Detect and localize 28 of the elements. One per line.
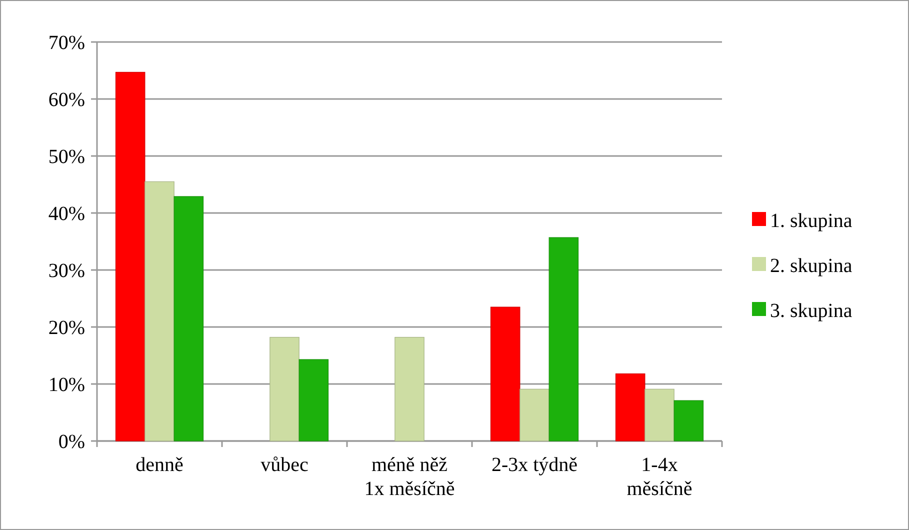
y-tick-label: 40% <box>48 203 85 225</box>
x-tick-label: 1-4x měsíčně <box>626 454 692 500</box>
y-tick-label: 0% <box>58 431 85 453</box>
y-tick-label: 60% <box>48 89 85 111</box>
y-tick-label: 10% <box>48 374 85 396</box>
bar <box>144 181 174 442</box>
bar <box>174 196 204 442</box>
bar <box>644 388 674 442</box>
y-tick-label: 30% <box>48 260 85 282</box>
bar <box>615 373 646 442</box>
y-tick-label: 20% <box>48 317 85 339</box>
bar <box>394 336 424 442</box>
legend-label: 2. skupina <box>770 255 852 277</box>
bar <box>674 400 704 442</box>
bar <box>490 306 520 442</box>
bar <box>115 72 146 442</box>
legend-label: 1. skupina <box>770 210 852 232</box>
bar <box>270 336 300 442</box>
bar <box>548 237 579 442</box>
y-tick-label: 70% <box>48 32 85 54</box>
x-tick-label: 2-3x týdně <box>491 454 578 476</box>
legend-label: 3. skupina <box>770 300 852 322</box>
bar <box>520 388 550 442</box>
x-tick-label: vůbec <box>260 454 308 476</box>
bar <box>298 359 329 442</box>
x-tick-label: méně něž 1x měsíčně <box>364 454 455 500</box>
x-tick-label: denně <box>136 454 184 476</box>
y-tick-label: 50% <box>48 146 85 168</box>
